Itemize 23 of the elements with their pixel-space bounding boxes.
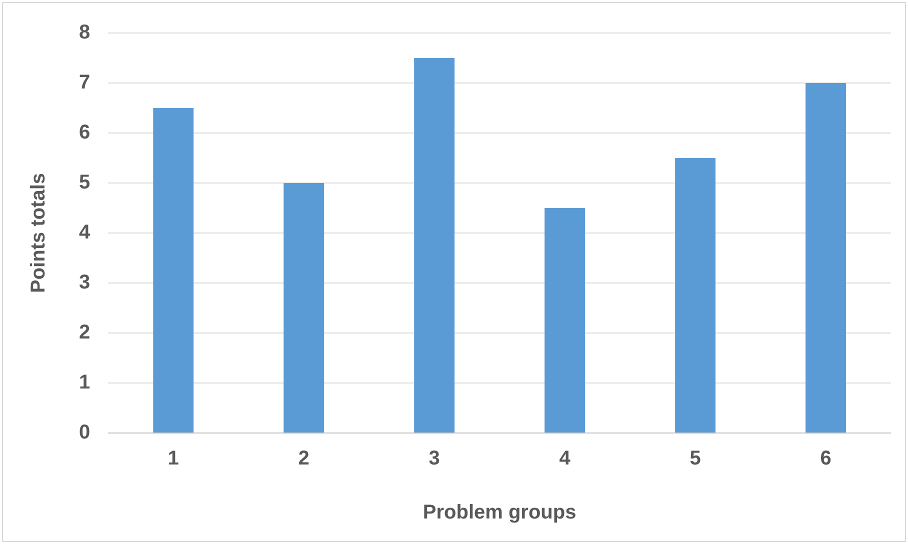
bar (806, 83, 846, 432)
bar (544, 208, 586, 432)
x-tick-label: 6 (820, 448, 832, 470)
y-axis-title: Points totals (28, 172, 50, 294)
x-tick-label: 5 (690, 448, 701, 470)
bar (675, 158, 716, 432)
y-tick-label: 3 (79, 272, 90, 294)
x-tick-label: 4 (559, 448, 572, 470)
y-tick-label: 2 (79, 322, 90, 344)
y-tick-label: 5 (79, 172, 90, 194)
x-tick-label: 3 (428, 448, 440, 470)
y-tick-label: 8 (79, 22, 90, 44)
x-tick-label: 1 (168, 448, 179, 470)
y-tick-label: 7 (79, 72, 90, 94)
y-tick-label: 6 (79, 122, 90, 144)
y-tick-label: 0 (79, 422, 90, 444)
bar (414, 58, 455, 432)
x-tick-label: 2 (298, 448, 310, 470)
x-axis-title: Problem groups (422, 502, 576, 524)
y-tick-label: 1 (79, 372, 90, 394)
y-tick-label: 4 (79, 222, 91, 244)
bar (284, 183, 324, 432)
bar (153, 108, 194, 432)
